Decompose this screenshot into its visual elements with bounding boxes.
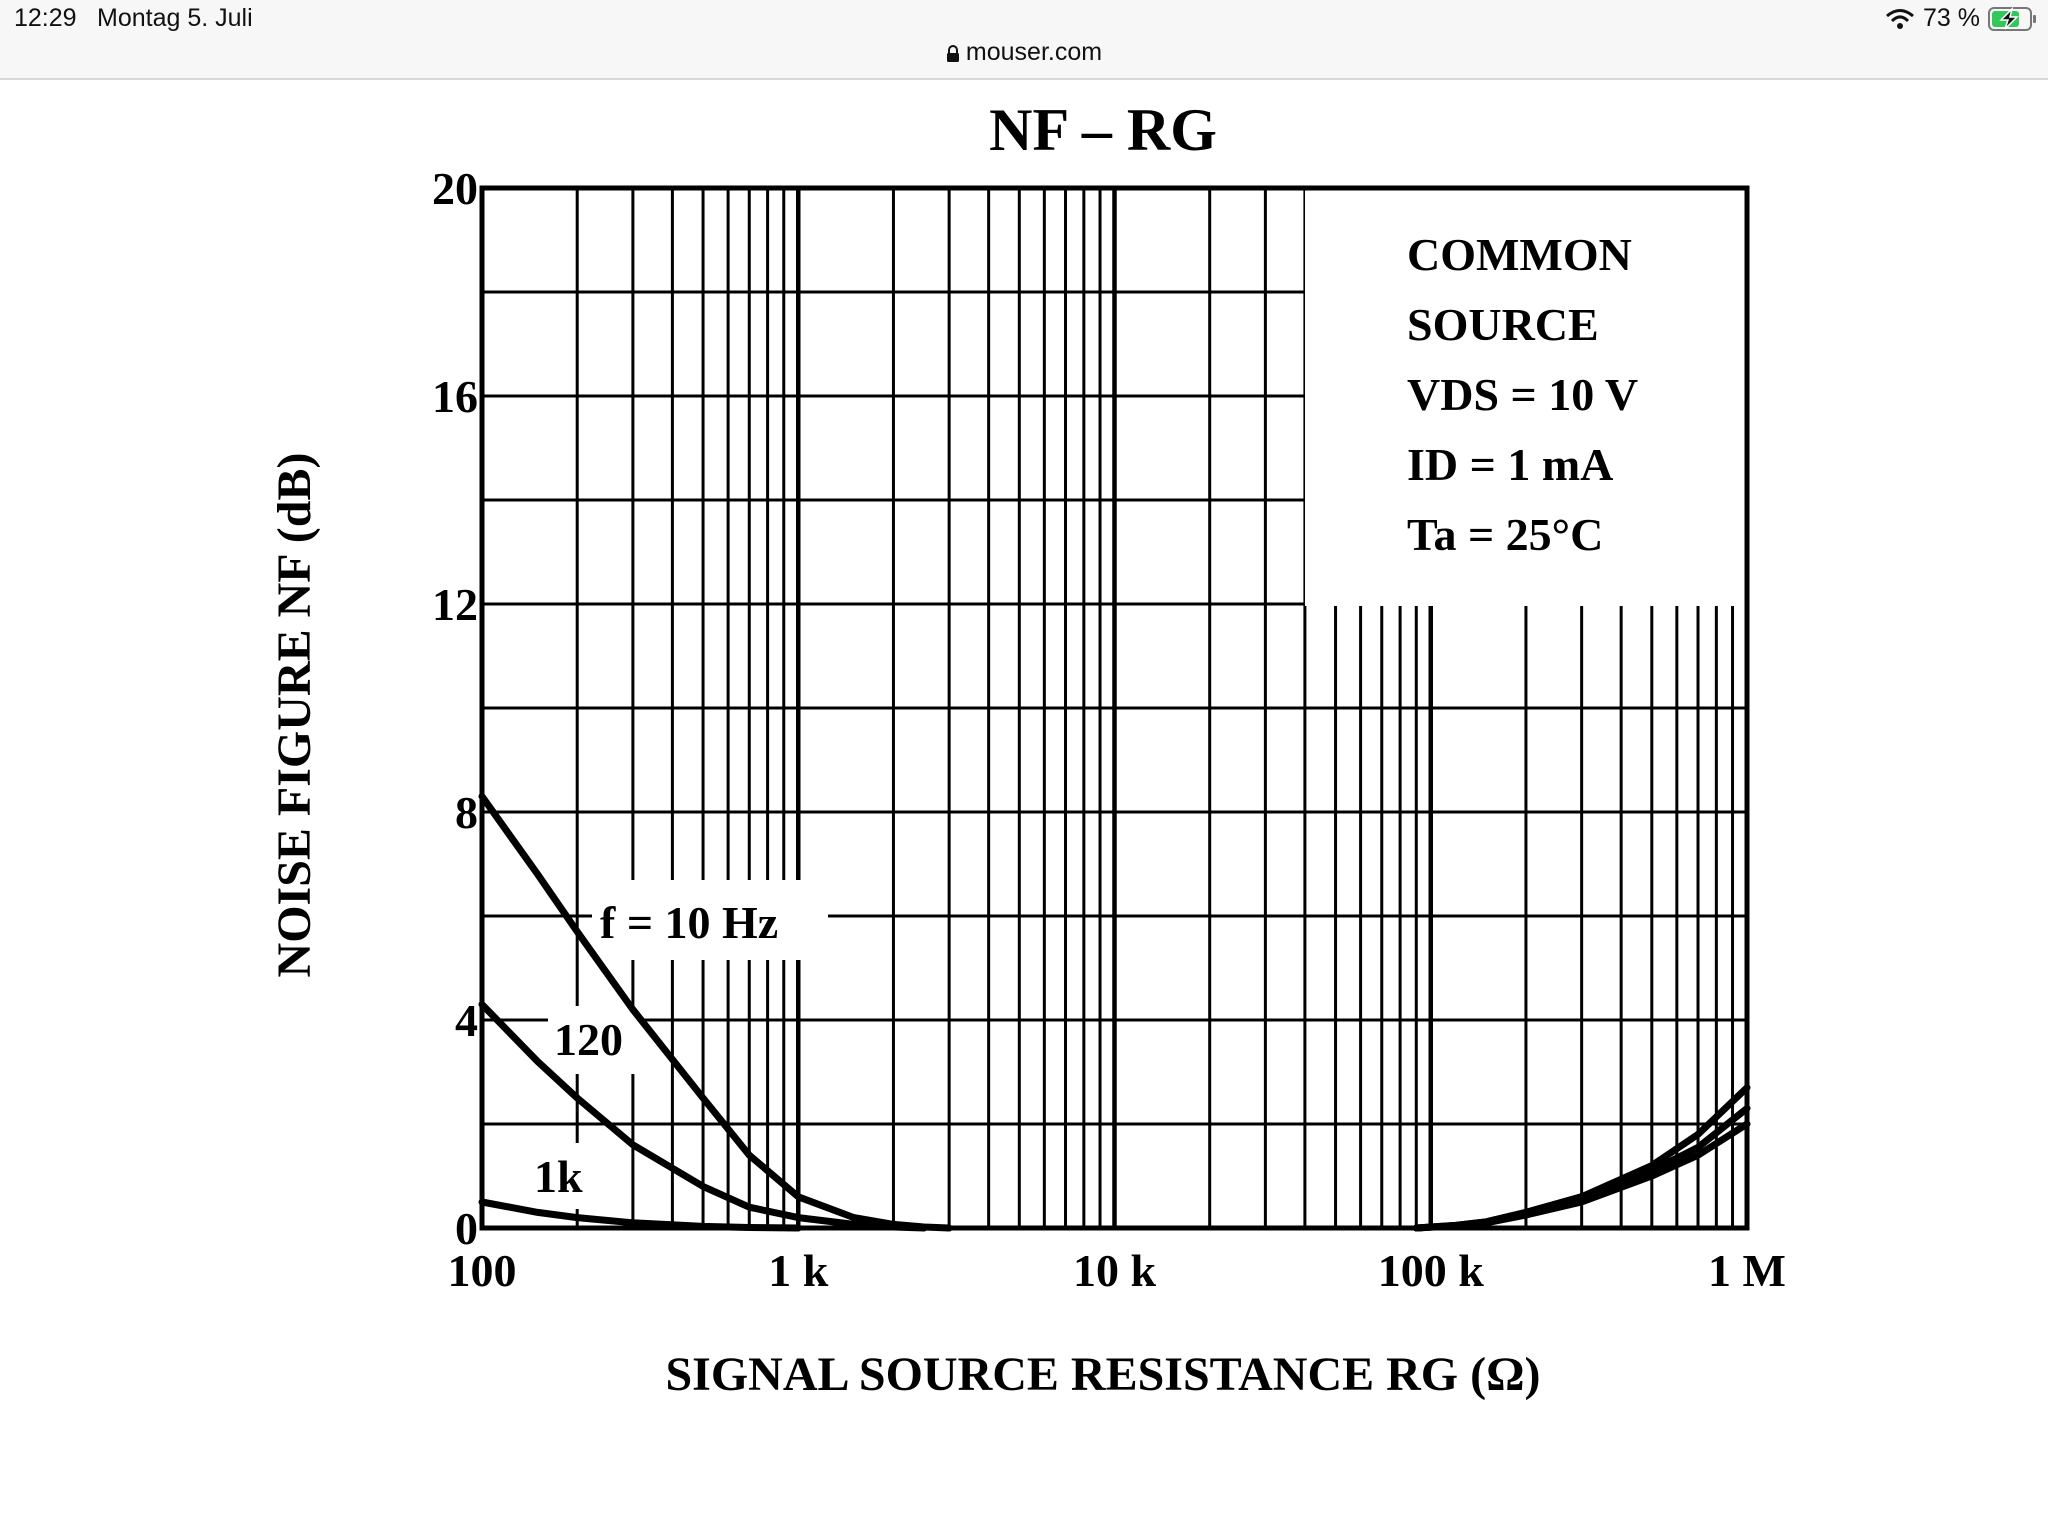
- status-date: Montag 5. Juli: [97, 4, 253, 32]
- y-tick-label: 0: [455, 1203, 478, 1254]
- address-bar[interactable]: mouser.com: [0, 38, 2048, 67]
- conditions: COMMON SOURCE VDS = 10 V ID = 1 mA Ta = …: [1407, 229, 1638, 560]
- series-label-1k: 1k: [534, 1151, 583, 1202]
- condition-vds: VDS = 10 V: [1407, 369, 1638, 420]
- x-axis-label: SIGNAL SOURCE RESISTANCE RG (Ω): [665, 1348, 1540, 1401]
- y-tick-label: 4: [455, 995, 478, 1046]
- x-tick-labels: 100 1 k 10 k 100 k 1 M: [448, 1245, 1786, 1296]
- lock-icon: [946, 45, 959, 62]
- wifi-icon: [1886, 8, 1914, 29]
- y-tick-label: 16: [432, 371, 478, 422]
- condition-id: ID = 1 mA: [1407, 439, 1613, 490]
- x-tick-label: 100 k: [1378, 1245, 1485, 1296]
- x-tick-label: 1 M: [1708, 1245, 1786, 1296]
- series-line: [1412, 1120, 1751, 1232]
- y-tick-label: 20: [432, 163, 478, 214]
- battery-charging-icon: [1988, 6, 2036, 31]
- status-bar: 12:29 Montag 5. Juli mouser.com 73 %: [0, 0, 2048, 80]
- y-axis-label: NOISE FIGURE NF (dB): [268, 453, 321, 978]
- status-time: 12:29: [14, 4, 77, 32]
- url-text: mouser.com: [965, 38, 1103, 66]
- conditions-box: [1305, 188, 1747, 606]
- plot-frame: [479, 185, 1750, 1231]
- condition-common: COMMON: [1407, 229, 1632, 280]
- series-labels: f = 10 Hz 120 1k: [534, 897, 778, 1202]
- condition-source: SOURCE: [1407, 299, 1599, 350]
- y-tick-labels: 0 4 8 12 16 20: [432, 163, 478, 1254]
- series-label-120: 120: [554, 1014, 623, 1065]
- x-tick-label: 1 k: [768, 1245, 829, 1296]
- y-tick-label: 8: [455, 787, 478, 838]
- series-label-10hz: f = 10 Hz: [600, 897, 778, 948]
- battery-percent: 73 %: [1923, 4, 1980, 32]
- x-tick-label: 10 k: [1073, 1245, 1157, 1296]
- label-background: [592, 880, 828, 960]
- status-right: 73 %: [1885, 4, 2038, 33]
- x-tick-label: 100: [448, 1245, 517, 1296]
- condition-ta: Ta = 25°C: [1407, 509, 1603, 560]
- chart-title: NF – RG: [989, 97, 1217, 163]
- y-tick-label: 12: [432, 579, 478, 630]
- label-background: [548, 1006, 638, 1074]
- label-background: [520, 1143, 592, 1209]
